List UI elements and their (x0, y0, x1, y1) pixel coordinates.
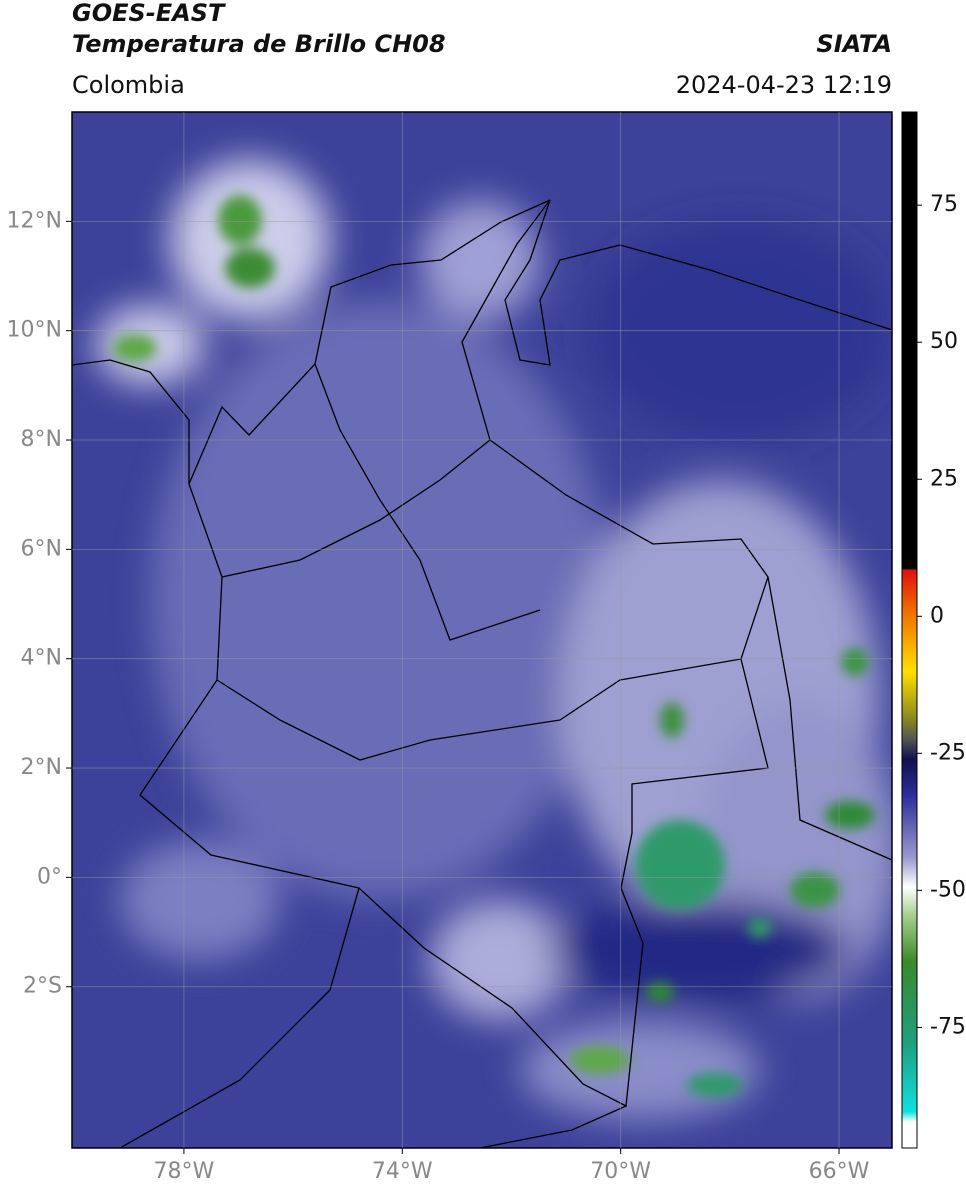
x-tick-label: 74°W (372, 1159, 433, 1184)
y-tick-label: 2°S (23, 974, 62, 999)
colorbar-tick-label: -50 (930, 877, 966, 902)
satellite: GOES-EAST (72, 0, 226, 27)
y-tick-label: 0° (37, 864, 62, 889)
colorbar-tick-label: -25 (930, 740, 966, 765)
colorbar-tick-label: 25 (930, 466, 958, 491)
satellite-image (72, 112, 892, 1148)
y-tick-label: 10°N (7, 318, 62, 343)
x-tick-label: 78°W (154, 1159, 215, 1184)
colorbar-tick-label: 75 (930, 192, 958, 217)
colorbar-tick-label: 50 (930, 329, 958, 354)
source: SIATA (816, 30, 892, 58)
datetime: 2024-04-23 12:19 (676, 71, 892, 99)
product: Temperatura de Brillo CH08 (72, 30, 446, 58)
colorbar-tick-label: -75 (930, 1014, 966, 1039)
y-tick-label: 8°N (21, 427, 62, 452)
x-tick-label: 70°W (590, 1159, 651, 1184)
region: Colombia (72, 71, 185, 99)
colorbar-tick-label: 0 (930, 603, 944, 628)
x-tick-label: 66°W (809, 1159, 870, 1184)
y-tick-label: 6°N (21, 536, 62, 561)
y-tick-label: 4°N (21, 646, 62, 671)
y-tick-label: 2°N (21, 755, 62, 780)
colorbar (901, 111, 918, 1149)
y-tick-label: 12°N (7, 208, 62, 233)
map-frame (71, 111, 893, 1149)
